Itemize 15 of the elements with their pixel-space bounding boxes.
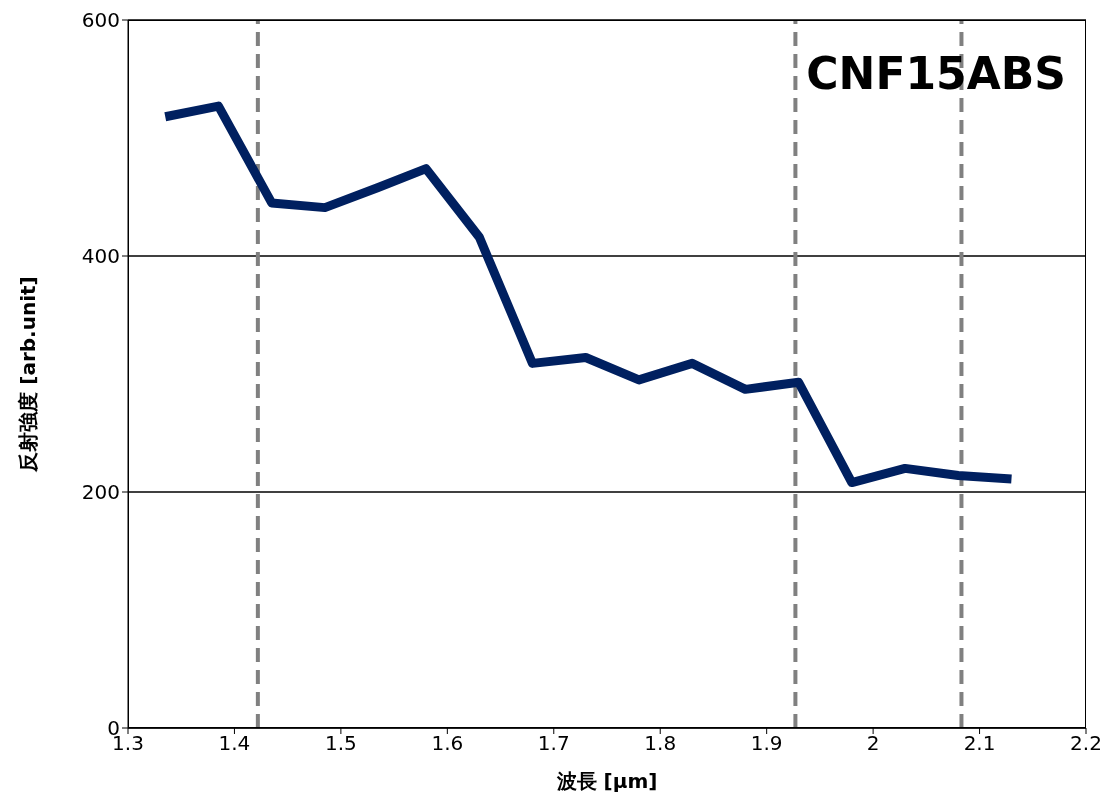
x-tick-label: 2.1 [963, 731, 996, 756]
y-axis-title: 反射強度 [arb.unit] [16, 276, 41, 473]
x-tick-label: 1.6 [431, 731, 464, 756]
x-tick-label: 1.4 [218, 731, 251, 756]
annotation: CNF15ABS [806, 48, 1066, 99]
y-tick-label: 600 [81, 8, 120, 33]
x-tick-label: 1.7 [537, 731, 570, 756]
y-tick-label: 200 [81, 480, 120, 505]
x-tick-label: 2.2 [1070, 731, 1102, 756]
y-tick-label: 400 [81, 244, 120, 269]
x-tick-label: 2 [866, 731, 880, 756]
x-axis-title: 波長 [μm] [555, 769, 658, 793]
x-tick-label: 1.8 [644, 731, 677, 756]
x-tick-label: 1.5 [324, 731, 357, 756]
x-tick-label: 1.9 [750, 731, 783, 756]
